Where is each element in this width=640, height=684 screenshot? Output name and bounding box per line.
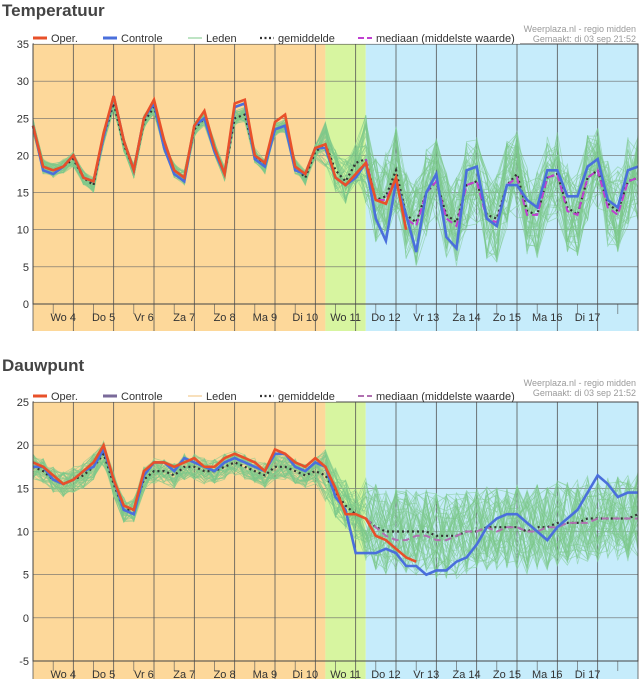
dewpoint-day-label-zo-8: Zo 8 [214,669,236,679]
temperature-ytick-label-30: 30 [17,76,29,88]
dewpoint-axes: -5 0 5 10 15 20 25 Wo 4 Do 5 Vr 6 Za 7 Zo 8 Ma 9 Di 1… [17,397,639,681]
temperature-day-label-wo-4: Wo 4 [51,312,76,324]
dewpoint-day-label-zo-15: Zo 15 [493,669,521,679]
temperature-ytick-label-15: 15 [17,188,29,200]
dewpoint-ytick-label-20: 20 [17,440,29,452]
dewpoint-day-label-do-12: Do 12 [371,669,400,679]
temperature-day-label-zo-15: Zo 15 [493,312,521,324]
dewpoint-legend-label-gemiddelde: gemiddelde [278,391,335,403]
dewpoint-ytick-label-0: 0 [23,613,29,625]
dewpoint-legend-background [34,389,336,402]
temperature-ytick-label-0: 0 [23,299,29,311]
temperature-credit-line2: Gemaakt: di 03 sep 21:52 [533,34,636,44]
dewpoint-series-mediaan-middelste-waarde [365,517,638,542]
temperature-legend-label-controle: Controle [121,33,163,45]
dewpoint-day-label-za-7: Za 7 [173,669,195,679]
temperature-legend-label-oper: Oper. [51,33,78,45]
dewpoint-legend-label-controle: Controle [121,391,163,403]
dewpoint-series-oper [32,441,417,563]
temperature-ytick-label-10: 10 [17,225,29,237]
dewpoint-day-label-vr-13: Vr 13 [413,669,439,679]
dewpoint-period-bands [33,402,638,679]
temperature-legend: Oper. Controle Leden gemiddelde mediaan (mid… [33,31,520,45]
dewpoint-day-label-vr-6: Vr 6 [134,669,154,679]
temperature-day-label-vr-6: Vr 6 [134,312,154,324]
temperature-axes: 0 5 10 15 20 25 30 35 Wo 4 Do 5 Vr 6 Za 7 Zo 8 Ma 9 Di… [17,39,639,324]
dewpoint-legend: Oper. Controle Leden gemiddelde mediaan (mid… [33,389,515,403]
temperature-ytick-label-20: 20 [17,150,29,162]
temperature-day-label-do-5: Do 5 [92,312,115,324]
dewpoint-member-line-49 [32,454,639,579]
temperature-day-label-di-10: Di 10 [292,312,318,324]
temperature-legend-background [34,31,520,44]
temperature-legend-label-mediaan-middelste-waarde: mediaan (middelste waarde) [376,33,515,45]
temperature-ytick-label-35: 35 [17,39,29,51]
temperature-day-label-wo-11: Wo 11 [330,312,361,324]
dewpoint-day-label-di-10: Di 10 [292,669,318,679]
dewpoint-legend-label-mediaan-middelste-waarde: mediaan (middelste waarde) [376,391,515,403]
dewpoint-day-label-do-5: Do 5 [92,669,115,679]
temperature-day-label-ma-9: Ma 9 [253,312,277,324]
dewpoint-ytick-label-5: -5 [19,656,29,668]
dewpoint-ytick-label-25: 25 [17,397,29,409]
dewpoint-chart-title: Dauwpunt [2,356,84,375]
temperature-day-label-zo-8: Zo 8 [214,312,236,324]
dewpoint-period-band-0 [33,402,326,679]
temperature-legend-label-leden: Leden [206,33,237,45]
dewpoint-day-label-za-14: Za 14 [453,669,481,679]
dewpoint-day-label-wo-11: Wo 11 [330,669,361,679]
dewpoint-legend-label-leden: Leden [206,391,237,403]
dewpoint-ytick-label-5: 5 [23,570,29,582]
temperature-day-label-za-14: Za 14 [453,312,481,324]
temperature-day-label-vr-13: Vr 13 [413,312,439,324]
temperature-series-lines [31,95,639,253]
dewpoint-day-label-wo-4: Wo 4 [51,669,76,679]
dewpoint-panel: Dauwpunt Weerplaza.nl - regio midden Gem… [2,356,639,681]
dewpoint-ytick-label-10: 10 [17,527,29,539]
temperature-chart-title: Temperatuur [2,1,105,20]
dewpoint-day-label-di-17: Di 17 [575,669,601,679]
temperature-day-label-za-7: Za 7 [173,312,195,324]
temperature-period-band-0 [33,44,326,331]
temperature-series-oper [31,95,408,230]
temperature-credit-line1: Weerplaza.nl - regio midden [524,24,636,34]
temperature-ytick-label-25: 25 [17,113,29,125]
dewpoint-day-label-ma-9: Ma 9 [253,669,277,679]
temperature-ytick-label-5: 5 [23,262,29,274]
dewpoint-day-label-ma-16: Ma 16 [532,669,563,679]
dewpoint-series-lines [32,441,639,577]
temperature-member-line-49 [32,106,639,257]
dewpoint-ytick-label-15: 15 [17,483,29,495]
temperature-legend-label-gemiddelde: gemiddelde [278,33,335,45]
temperature-panel: Temperatuur Weerplaza.nl - regio midden … [2,1,639,331]
dewpoint-series-controle [33,446,638,577]
temperature-day-label-ma-16: Ma 16 [532,312,563,324]
temperature-day-label-di-17: Di 17 [575,312,601,324]
dewpoint-legend-label-oper: Oper. [51,391,78,403]
temperature-day-label-do-12: Do 12 [371,312,400,324]
dewpoint-period-band-1 [325,402,366,679]
dewpoint-credit-line2: Gemaakt: di 03 sep 21:52 [533,388,636,398]
dewpoint-credit-line1: Weerplaza.nl - regio midden [524,378,636,388]
